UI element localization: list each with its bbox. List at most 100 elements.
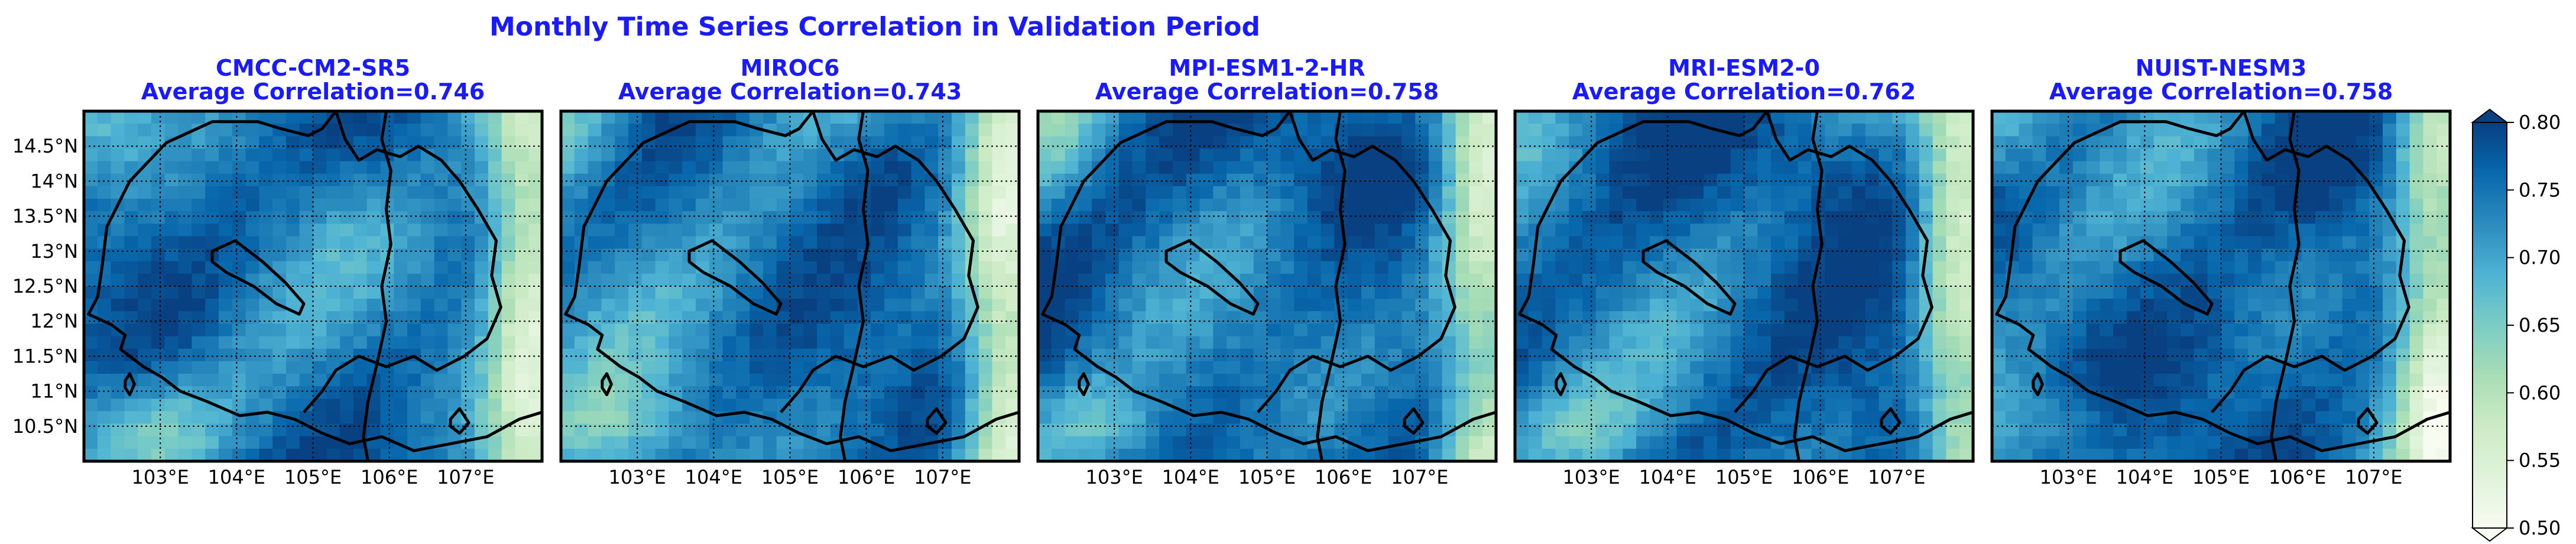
heatmap-cell xyxy=(1932,173,1947,187)
heatmap-cell xyxy=(938,224,952,237)
heatmap-cell xyxy=(528,423,543,437)
heatmap-cell xyxy=(447,211,462,224)
heatmap-cell xyxy=(1704,224,1718,237)
heatmap-cell xyxy=(1105,336,1120,349)
heatmap-cell xyxy=(1663,224,1678,237)
heatmap-cell xyxy=(1959,186,1974,199)
heatmap-cell xyxy=(1078,411,1092,425)
heatmap-cell xyxy=(1959,124,1974,137)
heatmap-cell xyxy=(1825,386,1839,399)
heatmap-cell xyxy=(1582,211,1597,224)
heatmap-cell xyxy=(1609,374,1623,387)
heatmap-cell xyxy=(1482,136,1497,150)
lon-tick-label: 104°E xyxy=(685,466,742,488)
heatmap-cell xyxy=(111,436,125,449)
heatmap-cell xyxy=(2261,136,2276,150)
heatmap-cell xyxy=(1051,448,1066,462)
heatmap-cell xyxy=(1555,286,1569,299)
heatmap-cell xyxy=(615,248,629,262)
heatmap-cell xyxy=(1663,374,1678,387)
heatmap-cell xyxy=(952,348,966,362)
heatmap-cell xyxy=(2207,399,2222,412)
heatmap-cell xyxy=(97,224,112,237)
heatmap-cell xyxy=(1051,148,1066,162)
heatmap-cell xyxy=(2181,399,2195,412)
heatmap-cell xyxy=(1906,273,1920,287)
heatmap-cell xyxy=(97,136,112,150)
heatmap-cell xyxy=(1469,186,1483,199)
heatmap-cell xyxy=(978,448,993,462)
heatmap-cell xyxy=(2086,173,2100,187)
heatmap-cell xyxy=(965,399,979,412)
heatmap-cell xyxy=(1455,148,1470,162)
heatmap-cell xyxy=(138,323,152,337)
heatmap-cell xyxy=(1771,236,1785,250)
heatmap-cell xyxy=(447,336,462,349)
heatmap-cell xyxy=(326,286,340,299)
heatmap-cell xyxy=(407,436,421,449)
heatmap-cell xyxy=(326,261,340,274)
heatmap-cell xyxy=(1469,386,1483,399)
heatmap-cell xyxy=(2100,186,2114,199)
heatmap-cell xyxy=(2275,273,2289,287)
heatmap-cell xyxy=(2369,336,2383,349)
heatmap-cell xyxy=(245,224,259,237)
heatmap-cell xyxy=(1757,323,1772,337)
heatmap-cell xyxy=(1051,299,1066,312)
heatmap-cell xyxy=(124,236,138,250)
heatmap-cell xyxy=(1811,374,1825,387)
heatmap-cell xyxy=(138,211,152,224)
lon-tick-labels: 103°E 104°E 105°E 106°E 107°E xyxy=(1563,466,1926,488)
heatmap-cell xyxy=(1932,323,1947,337)
heatmap-cell xyxy=(2005,299,2020,312)
heatmap-cell xyxy=(1065,161,1079,174)
heatmap-cell xyxy=(2396,374,2410,387)
heatmap-cell xyxy=(2140,136,2155,150)
heatmap-cell xyxy=(259,236,273,250)
heatmap-cell xyxy=(1609,186,1623,199)
heatmap-cell xyxy=(763,161,777,174)
heatmap-cell xyxy=(2100,436,2114,449)
heatmap-cell xyxy=(2167,111,2181,124)
heatmap-cell xyxy=(601,124,615,137)
heatmap-cell xyxy=(561,386,575,399)
heatmap-cell xyxy=(1636,323,1650,337)
heatmap-cell xyxy=(1199,199,1214,212)
heatmap-cell xyxy=(2194,224,2208,237)
heatmap-cell xyxy=(2423,211,2437,224)
heatmap-cell xyxy=(1321,124,1335,137)
heatmap-cell xyxy=(722,311,737,325)
heatmap-cell xyxy=(1879,261,1893,274)
heatmap-cell xyxy=(1374,224,1389,237)
heatmap-cell xyxy=(124,111,138,124)
heatmap-cell xyxy=(750,136,764,150)
heatmap-cell xyxy=(1946,124,1960,137)
heatmap-cell xyxy=(830,336,845,349)
heatmap-cell xyxy=(2113,411,2127,425)
heatmap-cell xyxy=(897,299,912,312)
heatmap-cell xyxy=(1636,148,1650,162)
heatmap-cell xyxy=(1199,311,1214,325)
heatmap-cell xyxy=(1906,311,1920,325)
heatmap-cell xyxy=(1186,173,1201,187)
heatmap-cell xyxy=(992,348,1006,362)
heatmap-cell xyxy=(2019,361,2033,374)
heatmap-cell xyxy=(1118,173,1133,187)
heatmap-cell xyxy=(1455,399,1470,412)
heatmap-cell xyxy=(1105,186,1120,199)
heatmap-cell xyxy=(641,311,656,325)
heatmap-cell xyxy=(1879,374,1893,387)
heatmap-cell xyxy=(420,199,435,212)
heatmap-cell xyxy=(447,136,462,150)
heatmap-cell xyxy=(138,299,152,312)
heatmap-cell xyxy=(353,261,368,274)
heatmap-cell xyxy=(2315,248,2330,262)
heatmap-cell xyxy=(1744,161,1758,174)
heatmap-cell xyxy=(501,148,516,162)
heatmap-cell xyxy=(1515,386,1529,399)
heatmap-cell xyxy=(461,448,475,462)
heatmap-cell xyxy=(380,386,394,399)
heatmap-cell xyxy=(1482,448,1497,462)
heatmap-cell xyxy=(1623,436,1637,449)
heatmap-cell xyxy=(1267,261,1281,274)
